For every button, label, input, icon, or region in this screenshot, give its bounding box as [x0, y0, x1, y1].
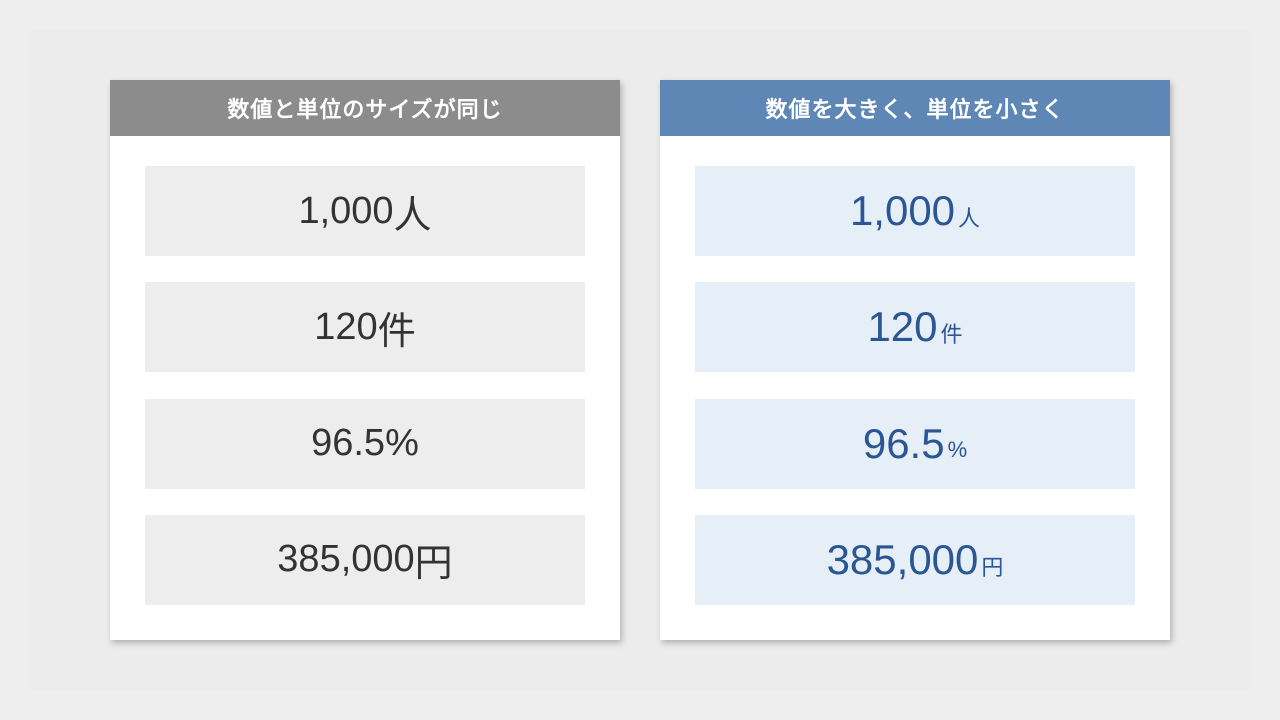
value-row: 120件 — [695, 282, 1135, 372]
value-unit: 件 — [941, 317, 963, 349]
value-unit: 人 — [958, 201, 980, 233]
value-unit: % — [948, 437, 968, 463]
value-unit: 件 — [378, 300, 416, 355]
value-row: 1,000人 — [145, 166, 585, 256]
value-number: 120 — [867, 303, 937, 351]
value-unit: % — [385, 422, 419, 465]
value-number: 96.5 — [863, 420, 945, 468]
value-row: 1,000人 — [695, 166, 1135, 256]
value-row: 96.5% — [145, 399, 585, 489]
panel-body-left: 1,000人 120件 96.5% 385,000円 — [110, 136, 620, 640]
value-number: 1,000 — [850, 187, 955, 235]
value-unit: 円 — [981, 550, 1003, 582]
panel-same-size: 数値と単位のサイズが同じ 1,000人 120件 96.5% 385,000円 — [110, 80, 620, 640]
value-unit: 円 — [415, 532, 453, 587]
panel-header-left: 数値と単位のサイズが同じ — [110, 80, 620, 136]
value-row: 385,000円 — [695, 515, 1135, 605]
panel-header-right: 数値を大きく、単位を小さく — [660, 80, 1170, 136]
panel-emphasized-number: 数値を大きく、単位を小さく 1,000人 120件 96.5% 385,000円 — [660, 80, 1170, 640]
value-number: 120 — [314, 306, 377, 349]
comparison-frame: 数値と単位のサイズが同じ 1,000人 120件 96.5% 385,000円 … — [30, 30, 1250, 690]
value-row: 385,000円 — [145, 515, 585, 605]
value-row: 96.5% — [695, 399, 1135, 489]
value-row: 120件 — [145, 282, 585, 372]
value-number: 1,000 — [298, 190, 393, 233]
value-number: 385,000 — [277, 538, 414, 581]
panel-body-right: 1,000人 120件 96.5% 385,000円 — [660, 136, 1170, 640]
value-number: 385,000 — [827, 536, 979, 584]
value-unit: 人 — [394, 184, 432, 239]
value-number: 96.5 — [311, 422, 385, 465]
